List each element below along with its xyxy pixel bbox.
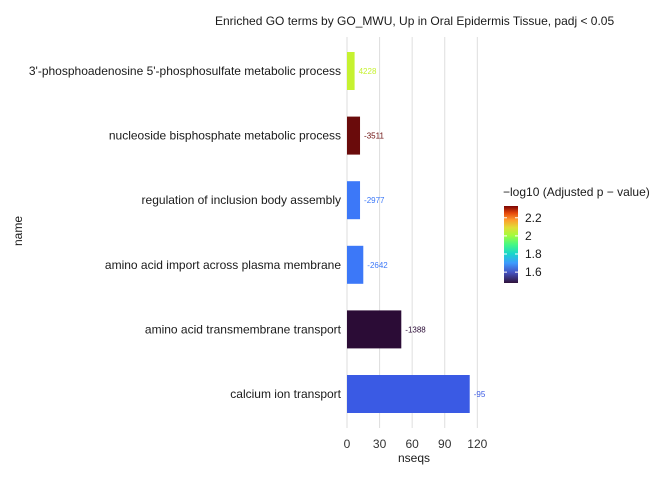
color-legend: −log10 (Adjusted p − value) 2.2 2 1.8 1.6 <box>503 185 650 283</box>
bar-value-label: -2977 <box>364 196 385 205</box>
x-tick-label: 90 <box>438 437 452 451</box>
bar-value-label: 4228 <box>359 67 377 76</box>
x-tick-label: 30 <box>373 437 387 451</box>
bar <box>347 116 361 155</box>
bar-value-label: -95 <box>474 390 486 399</box>
category-label: amino acid transmembrane transport <box>145 322 342 336</box>
legend-ticks: 2.2 2 1.8 1.6 <box>504 211 542 279</box>
category-label: regulation of inclusion body assembly <box>142 193 341 207</box>
y-axis-label: name <box>11 216 25 246</box>
legend-colorbar <box>504 206 518 283</box>
bar <box>347 245 364 284</box>
bar-value-label: -2642 <box>367 261 388 270</box>
category-label: 3'-phosphoadenosine 5'-phosphosulfate me… <box>29 64 341 78</box>
x-axis-ticks: 0 30 60 90 120 <box>344 437 488 451</box>
legend-tick-label: 2.2 <box>525 211 542 225</box>
legend-tick-label: 1.8 <box>525 247 542 261</box>
category-label: calcium ion transport <box>230 387 341 401</box>
bar-value-label: -3511 <box>364 132 384 141</box>
gridlines <box>346 37 478 428</box>
bar <box>347 310 402 349</box>
category-labels: 3'-phosphoadenosine 5'-phosphosulfate me… <box>29 64 342 401</box>
category-label: nucleoside bisphosphate metabolic proces… <box>109 129 341 143</box>
x-tick-label: 60 <box>405 437 419 451</box>
legend-tick-label: 2 <box>525 229 532 243</box>
bar <box>347 181 361 220</box>
legend-title: −log10 (Adjusted p − value) <box>503 185 650 199</box>
x-axis-label: nseqs <box>398 451 430 465</box>
chart-title: Enriched GO terms by GO_MWU, Up in Oral … <box>215 14 614 28</box>
bars <box>347 52 470 413</box>
bar-value-labels: 4228 -3511 -2977 -2642 -1388 -95 <box>359 67 486 399</box>
bar-value-label: -1388 <box>405 325 426 334</box>
x-tick-label: 120 <box>467 437 487 451</box>
x-tick-label: 0 <box>344 437 351 451</box>
legend-tick-label: 1.6 <box>525 265 542 279</box>
bar <box>347 375 470 413</box>
bar <box>347 52 355 90</box>
category-label: amino acid import across plasma membrane <box>105 258 341 272</box>
